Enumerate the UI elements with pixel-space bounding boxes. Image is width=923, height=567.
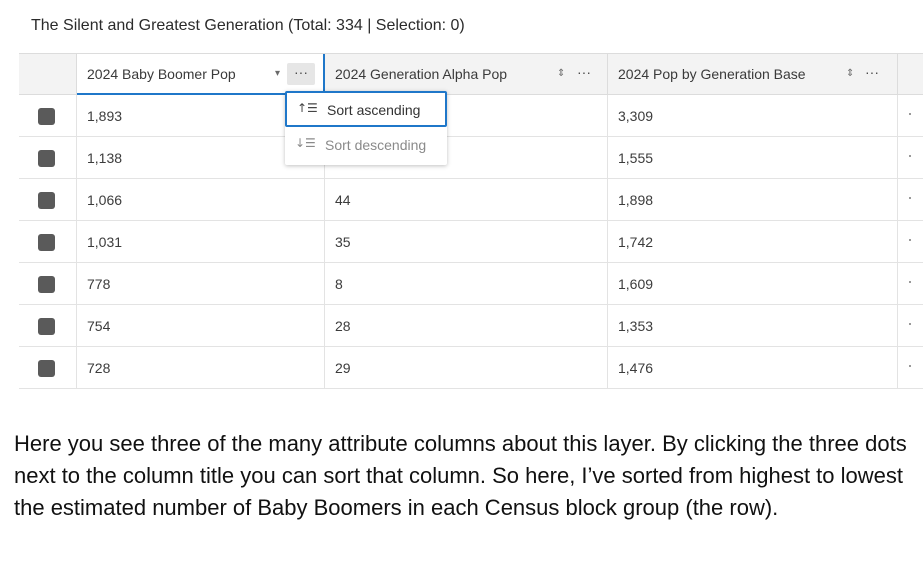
menu-item-sort-ascending[interactable]: ↑☰ Sort ascending <box>285 91 447 127</box>
cell-generation-base: 1,609 <box>618 276 654 292</box>
table-row[interactable]: 1,138 1,555 <box>19 137 923 179</box>
cell-generation-base: 1,353 <box>618 318 654 334</box>
cell-generation-base: 3,309 <box>618 108 654 124</box>
overflow-dot-icon <box>909 323 911 325</box>
cell-generation-alpha: 8 <box>335 276 343 292</box>
cell-generation-base: 1,476 <box>618 360 654 376</box>
table-row[interactable]: 778 8 1,609 <box>19 263 923 305</box>
row-select-checkbox[interactable] <box>38 234 55 251</box>
cell-baby-boomer: 1,893 <box>87 108 123 124</box>
menu-item-label: Sort descending <box>325 137 427 153</box>
column-header-label: 2024 Baby Boomer Pop <box>87 66 236 82</box>
row-select-checkbox[interactable] <box>38 108 55 125</box>
menu-item-sort-descending[interactable]: ↓☰ Sort descending <box>285 128 447 164</box>
sort-ascending-icon: ↑☰ <box>297 101 318 115</box>
row-select-checkbox[interactable] <box>38 318 55 335</box>
cell-generation-base: 1,742 <box>618 234 654 250</box>
cell-baby-boomer: 754 <box>87 318 111 334</box>
column-options-button[interactable]: ··· <box>287 63 315 85</box>
table-title: The Silent and Greatest Generation (Tota… <box>31 17 465 34</box>
cell-baby-boomer: 1,066 <box>87 192 123 208</box>
overflow-dot-icon <box>909 281 911 283</box>
menu-item-label: Sort ascending <box>327 102 421 118</box>
column-options-button[interactable]: ··· <box>865 64 879 80</box>
table-row[interactable]: 1,893 3,309 <box>19 95 923 137</box>
sort-toggle-icon[interactable]: ⇕ <box>846 68 855 79</box>
cell-generation-alpha: 29 <box>335 360 351 376</box>
table-row[interactable]: 754 28 1,353 <box>19 305 923 347</box>
overflow-dot-icon <box>909 113 911 115</box>
cell-generation-base: 1,555 <box>618 150 654 166</box>
cell-baby-boomer: 1,138 <box>87 150 123 166</box>
column-header-label: 2024 Generation Alpha Pop <box>335 66 508 82</box>
row-select-checkbox[interactable] <box>38 360 55 377</box>
column-header-baby-boomer[interactable]: 2024 Baby Boomer Pop ▾ ··· <box>77 54 325 95</box>
sort-toggle-icon[interactable]: ⇕ <box>557 68 566 79</box>
table-row[interactable]: 1,066 44 1,898 <box>19 179 923 221</box>
row-select-checkbox[interactable] <box>38 192 55 209</box>
column-options-button[interactable]: ··· <box>577 64 591 80</box>
cell-generation-alpha: 35 <box>335 234 351 250</box>
header-select-column <box>19 54 77 95</box>
table-row[interactable]: 728 29 1,476 <box>19 347 923 389</box>
cell-generation-alpha: 28 <box>335 318 351 334</box>
table-header-row: 2024 Baby Boomer Pop ▾ ··· 2024 Generati… <box>19 53 923 95</box>
cell-generation-alpha: 44 <box>335 192 351 208</box>
overflow-dot-icon <box>909 155 911 157</box>
overflow-dot-icon <box>909 239 911 241</box>
cell-baby-boomer: 1,031 <box>87 234 123 250</box>
column-header-generation-base[interactable]: 2024 Pop by Generation Base ⇕ ··· <box>608 54 898 95</box>
overflow-dot-icon <box>909 365 911 367</box>
table-row[interactable]: 1,031 35 1,742 <box>19 221 923 263</box>
cell-generation-base: 1,898 <box>618 192 654 208</box>
column-header-generation-alpha[interactable]: 2024 Generation Alpha Pop ⇕ ··· <box>325 54 608 95</box>
attribute-table: 2024 Baby Boomer Pop ▾ ··· 2024 Generati… <box>19 53 923 398</box>
sort-desc-indicator-icon: ▾ <box>275 68 281 79</box>
row-select-checkbox[interactable] <box>38 150 55 167</box>
cell-baby-boomer: 728 <box>87 360 111 376</box>
row-select-checkbox[interactable] <box>38 276 55 293</box>
column-header-label: 2024 Pop by Generation Base <box>618 66 806 82</box>
column-resize-handle[interactable] <box>323 54 325 95</box>
column-sort-menu: ↑☰ Sort ascending ↓☰ Sort descending <box>285 91 447 165</box>
overflow-dot-icon <box>909 197 911 199</box>
cell-baby-boomer: 778 <box>87 276 111 292</box>
sort-descending-icon: ↓☰ <box>295 136 316 150</box>
explanation-caption: Here you see three of the many attribute… <box>14 431 907 520</box>
